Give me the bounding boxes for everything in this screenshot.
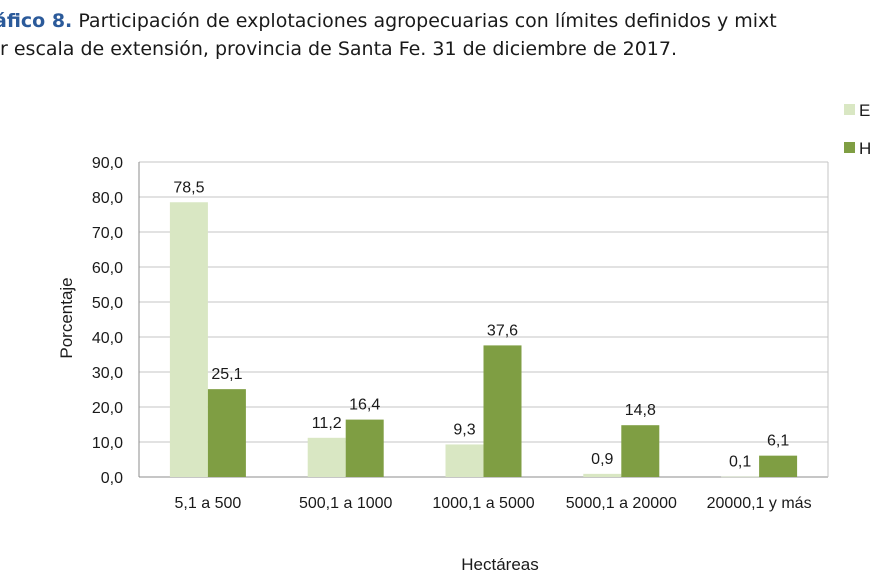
- legend-swatch: [844, 104, 855, 115]
- y-tick-label: 70,0: [92, 225, 123, 242]
- bar-data-label: 0,9: [591, 451, 613, 468]
- legend-label: H: [859, 139, 870, 158]
- x-tick-label: 5,1 a 500: [175, 495, 242, 512]
- y-tick-label: 0,0: [101, 470, 123, 487]
- x-tick-label: 1000,1 a 5000: [432, 495, 534, 512]
- bar-data-label: 0,1: [729, 454, 751, 471]
- legend-swatch: [844, 142, 855, 153]
- y-tick-label: 40,0: [92, 330, 123, 347]
- y-tick-label: 20,0: [92, 400, 123, 417]
- bar-data-label: 78,5: [173, 179, 204, 196]
- y-tick-label: 30,0: [92, 365, 123, 382]
- y-tick-label: 60,0: [92, 260, 123, 277]
- bar: [583, 473, 622, 477]
- chart-title-line-1: áfico 8. Participación de explotaciones …: [0, 10, 777, 32]
- x-axis-ticks: 5,1 a 500 500,1 a 1000 1000,1 a 5000 5000,1…: [175, 495, 812, 512]
- bar: [307, 437, 346, 477]
- chart-title-text-1: Participación de explotaciones agropecua…: [78, 10, 777, 32]
- bar: [345, 419, 384, 477]
- bar-data-label: 9,3: [453, 421, 475, 438]
- bar: [169, 202, 208, 477]
- bar: [759, 455, 798, 477]
- bar-data-label: 11,2: [312, 415, 342, 432]
- bars: [169, 202, 798, 478]
- legend-label: E: [859, 101, 870, 120]
- x-tick-label: 20000,1 y más: [707, 495, 812, 512]
- bar-data-label: 6,1: [767, 433, 789, 450]
- y-axis-label: Porcentaje: [57, 277, 76, 358]
- bar: [207, 389, 246, 477]
- chart-figure-label: áfico 8.: [0, 10, 73, 32]
- y-tick-label: 10,0: [92, 435, 123, 452]
- bar: [483, 345, 522, 477]
- bar-data-label: 37,6: [487, 322, 518, 339]
- bar: [621, 425, 660, 477]
- chart-title-line-2: r escala de extensión, provincia de Sant…: [0, 38, 677, 60]
- bar-data-labels: 78,5 25,1 11,2 16,4 9,3 37,6 0,9 14,8 0,1 6,1: [173, 179, 789, 470]
- bar-data-label: 14,8: [625, 402, 656, 419]
- bar-data-label: 16,4: [349, 397, 380, 414]
- bar: [721, 476, 760, 478]
- y-axis-ticks: 0,0 10,0 20,0 30,0 40,0 50,0 60,0 70,0 80,0 90,0: [92, 155, 123, 487]
- bar: [445, 444, 484, 477]
- legend: EH: [844, 101, 870, 158]
- x-tick-label: 5000,1 a 20000: [566, 495, 677, 512]
- x-tick-label: 500,1 a 1000: [299, 495, 393, 512]
- y-tick-label: 50,0: [92, 295, 123, 312]
- y-tick-label: 80,0: [92, 190, 123, 207]
- bar-data-label: 25,1: [211, 366, 242, 383]
- x-axis-label: Hectáreas: [461, 555, 538, 574]
- y-tick-label: 90,0: [92, 155, 123, 172]
